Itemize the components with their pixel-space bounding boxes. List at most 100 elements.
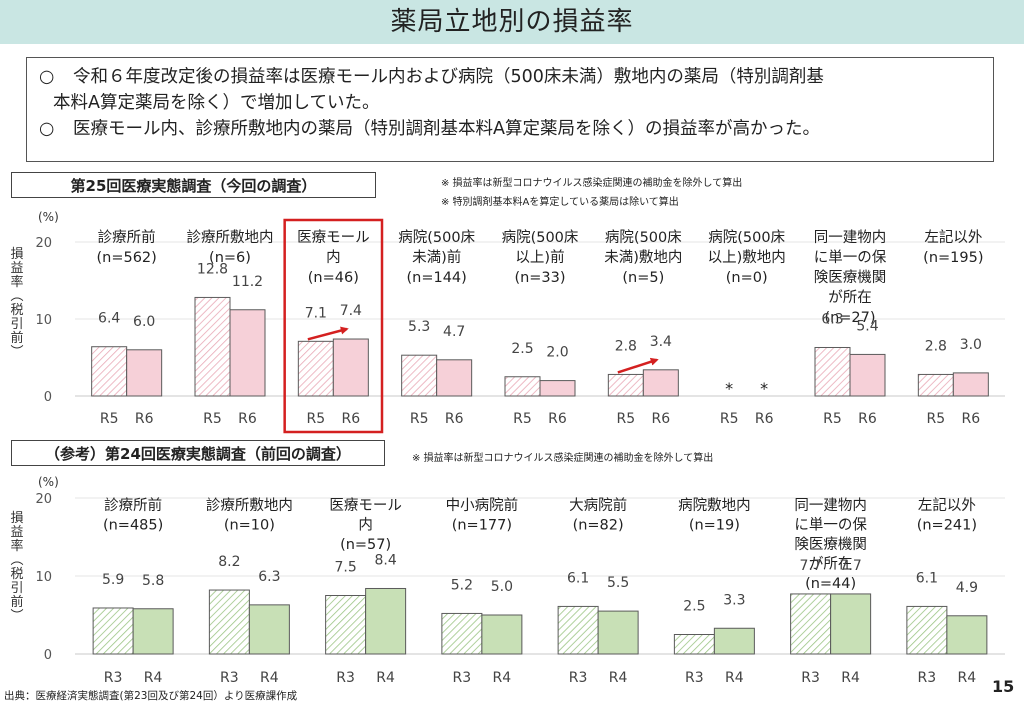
y-tick-label: 10	[35, 570, 52, 585]
category-label: (n=27)	[824, 310, 875, 326]
bar-R5	[607, 373, 644, 397]
category-label: 左記以外	[924, 229, 982, 246]
y-unit-label: (%)	[38, 210, 59, 224]
data-label: 5.9	[102, 572, 124, 588]
category-label: 内	[358, 517, 373, 534]
summary-text-1: 令和６年度改定後の損益率は医療モール内および病院（500床未満）敷地内の薬局（特…	[73, 67, 824, 87]
x-tick-label: R4	[841, 670, 860, 686]
title-bar	[0, 0, 1024, 44]
data-label: 7.5	[334, 560, 356, 576]
category-label: 未満)前	[412, 249, 461, 266]
bar-R5	[91, 346, 128, 397]
data-label: 7.4	[340, 303, 362, 319]
y-axis-label-char: 引	[10, 317, 23, 332]
x-tick-label: R4	[725, 670, 744, 686]
y-axis-label-char: ︶	[10, 609, 23, 624]
category-label: (n=6)	[209, 250, 251, 266]
category-label: が所在	[809, 556, 853, 573]
category-label: に単一の保	[814, 249, 887, 266]
y-axis-label-char: 損	[10, 247, 23, 262]
x-tick-label: R3	[104, 670, 123, 686]
data-label: 7.7	[839, 558, 861, 574]
data-label: 5.0	[491, 579, 513, 595]
summary-box: ○ 令和６年度改定後の損益率は医療モール内および病院（500床未満）敷地内の薬局（…	[26, 57, 994, 162]
x-tick-label: R6	[135, 411, 154, 427]
category-label: 医療モール	[297, 229, 370, 246]
x-tick-label: R3	[918, 670, 937, 686]
x-tick-label: R5	[823, 411, 842, 427]
x-tick-label: R6	[962, 411, 981, 427]
y-unit-label: (%)	[38, 475, 59, 489]
x-tick-label: R6	[445, 411, 464, 427]
category-label: (n=485)	[103, 518, 163, 534]
y-axis-label-char: 税	[10, 303, 23, 318]
x-tick-label: R6	[755, 411, 774, 427]
data-label: 4.9	[956, 580, 978, 596]
category-label: 病院(500床	[708, 229, 785, 246]
missing-value-marker: *	[725, 379, 733, 398]
x-tick-label: R4	[493, 670, 512, 686]
category-label: (n=44)	[805, 576, 856, 592]
x-tick-label: R6	[858, 411, 877, 427]
data-label: 5.2	[451, 577, 473, 593]
category-label: 内	[326, 249, 341, 266]
category-label: に単一の保	[794, 517, 867, 534]
category-label: 未満)敷地内	[604, 249, 682, 266]
data-label: 7.1	[305, 305, 327, 321]
data-label: 6.1	[567, 570, 589, 586]
category-label: 病院(500床	[502, 229, 579, 246]
data-label: 6.0	[133, 314, 155, 330]
bar-R6	[539, 380, 576, 397]
bar-R4	[365, 587, 407, 655]
category-label: 険医療機関	[814, 269, 887, 286]
y-axis-label-char: ︵	[10, 553, 23, 568]
y-axis-label-char: 益	[10, 525, 23, 540]
bar-R3	[441, 612, 483, 655]
data-label: 3.0	[960, 337, 982, 353]
bar-R5	[401, 354, 438, 397]
bar-R6	[952, 372, 989, 397]
x-tick-label: R6	[342, 411, 361, 427]
bar-R4	[132, 608, 174, 655]
increase-arrow-icon	[617, 357, 659, 374]
y-axis-label-char: ︶	[10, 345, 23, 360]
category-label: 以上)前	[515, 249, 564, 266]
bar-R6	[126, 349, 163, 397]
bar-R3	[208, 589, 250, 655]
bar-R3	[557, 605, 599, 655]
x-tick-label: R3	[569, 670, 588, 686]
data-label: 12.8	[197, 261, 228, 277]
bar-R6	[849, 353, 886, 397]
x-tick-label: R3	[453, 670, 472, 686]
y-axis-label-char: 税	[10, 567, 23, 582]
bar-R3	[790, 593, 832, 655]
bar-R3	[92, 607, 134, 655]
category-label: (n=144)	[406, 270, 466, 286]
category-label: (n=10)	[224, 518, 275, 534]
category-label: (n=241)	[917, 518, 977, 534]
note-special-fee-excluded: ※ 特別調剤基本料Aを算定している薬局は除いて算出	[441, 197, 679, 208]
data-label: 8.4	[374, 552, 396, 568]
category-label: (n=195)	[923, 250, 983, 266]
x-tick-label: R4	[609, 670, 628, 686]
bar-R4	[830, 593, 872, 655]
note-subsidy-excluded: ※ 損益率は新型コロナウイルス感染症関連の補助金を除外して算出	[441, 178, 743, 189]
data-label: 2.5	[511, 341, 533, 357]
y-axis-label-char: 引	[10, 581, 23, 596]
category-label: が所在	[828, 289, 872, 306]
data-label: 5.5	[607, 575, 629, 591]
bar-R4	[481, 614, 523, 655]
category-label: 病院(500床	[605, 229, 682, 246]
category-label: 大病院前	[569, 497, 627, 514]
data-label: 4.7	[443, 324, 465, 340]
category-label: 中小病院前	[446, 497, 519, 514]
x-tick-label: R5	[927, 411, 946, 427]
x-tick-label: R5	[720, 411, 739, 427]
data-label: 3.3	[723, 592, 745, 608]
summary-line-1: ○ 令和６年度改定後の損益率は医療モール内および病院（500床未満）敷地内の薬局（…	[39, 64, 979, 90]
x-tick-label: R3	[685, 670, 704, 686]
x-tick-label: R5	[513, 411, 532, 427]
data-label: 7.7	[799, 558, 821, 574]
y-tick-label: 0	[44, 390, 52, 405]
